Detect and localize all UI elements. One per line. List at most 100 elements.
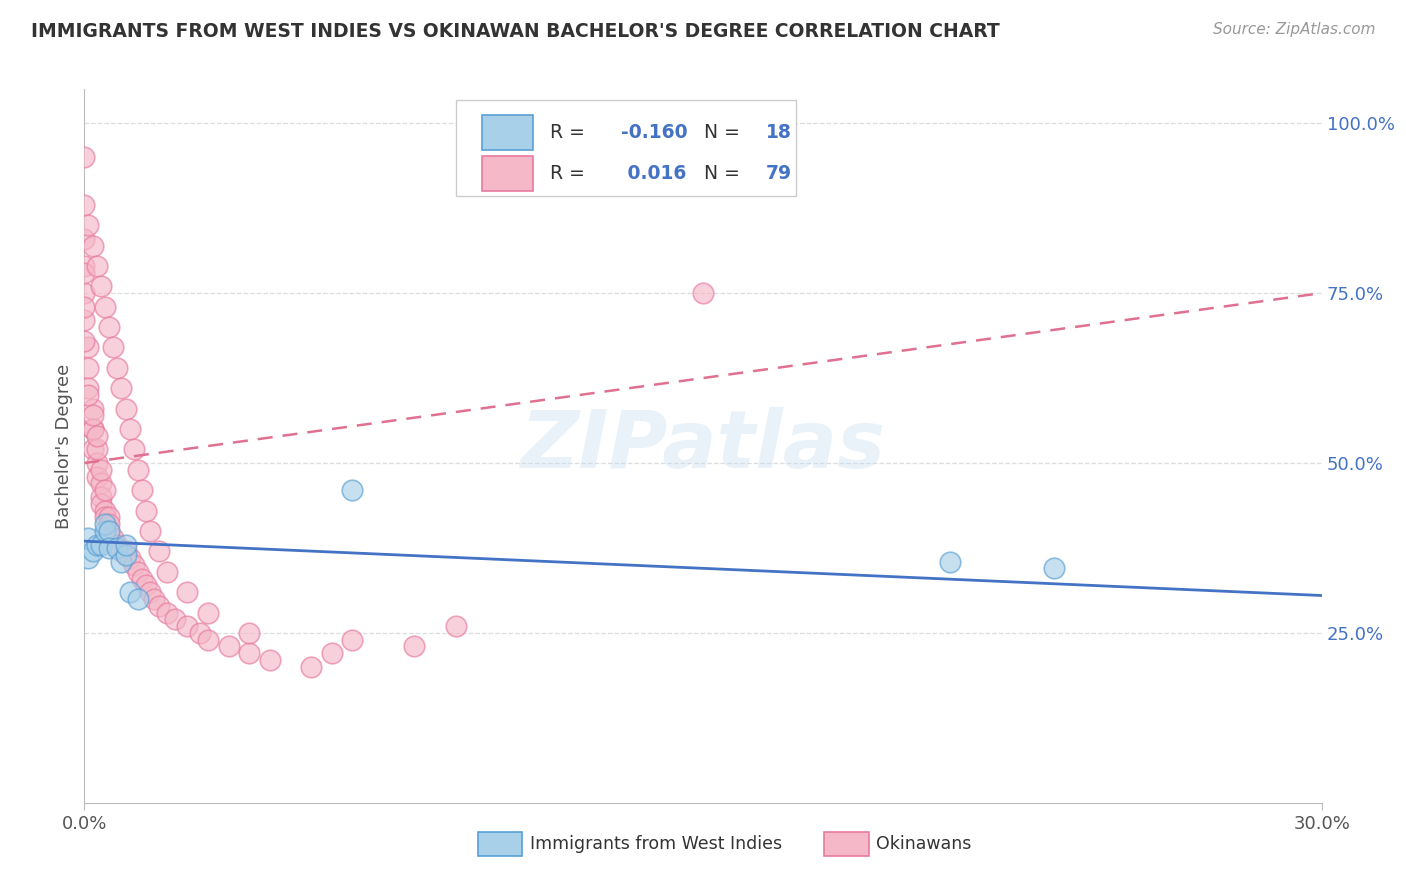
Point [692, 286, 714, 301]
Point [114, 544, 136, 558]
Point [342, 632, 364, 647]
Text: Immigrants from West Indies: Immigrants from West Indies [530, 835, 782, 853]
Point [86, 537, 108, 551]
Point [127, 591, 149, 606]
Point [1042, 561, 1064, 575]
Point [156, 606, 179, 620]
Point [73, 286, 96, 301]
Text: -0.160: -0.160 [621, 123, 688, 143]
Point [77, 218, 100, 232]
Point [176, 619, 198, 633]
Text: R =: R = [550, 123, 591, 143]
Point [90, 279, 112, 293]
Point [94, 510, 117, 524]
Point [197, 632, 219, 647]
Point [82, 422, 104, 436]
Point [90, 476, 112, 491]
Point [131, 483, 153, 498]
Point [321, 646, 343, 660]
Point [82, 422, 104, 436]
Text: 0.016: 0.016 [621, 163, 686, 183]
Point [139, 524, 162, 538]
Point [118, 422, 141, 436]
Point [110, 544, 132, 558]
FancyBboxPatch shape [481, 155, 533, 191]
Point [73, 334, 96, 348]
Text: IMMIGRANTS FROM WEST INDIES VS OKINAWAN BACHELOR'S DEGREE CORRELATION CHART: IMMIGRANTS FROM WEST INDIES VS OKINAWAN … [31, 22, 1000, 41]
Point [122, 558, 145, 572]
Point [135, 503, 157, 517]
Point [131, 572, 153, 586]
Point [118, 551, 141, 566]
Text: Source: ZipAtlas.com: Source: ZipAtlas.com [1212, 22, 1375, 37]
Point [110, 555, 132, 569]
Point [114, 401, 136, 416]
Point [103, 341, 125, 355]
Text: R =: R = [550, 163, 591, 183]
Point [73, 232, 96, 246]
Point [156, 565, 179, 579]
Point [176, 585, 198, 599]
Point [118, 585, 141, 599]
Point [82, 442, 104, 457]
Text: N =: N = [692, 163, 745, 183]
Point [82, 401, 104, 416]
Point [77, 551, 100, 566]
Point [77, 381, 100, 395]
Point [86, 469, 108, 483]
Point [404, 640, 426, 654]
Point [103, 531, 125, 545]
Y-axis label: Bachelor's Degree: Bachelor's Degree [55, 363, 73, 529]
Point [82, 238, 104, 252]
FancyBboxPatch shape [481, 115, 533, 151]
Point [165, 612, 187, 626]
Point [188, 626, 211, 640]
Text: Okinawans: Okinawans [876, 835, 972, 853]
Point [90, 490, 112, 504]
Point [218, 640, 240, 654]
Point [82, 409, 104, 423]
Point [94, 300, 117, 314]
Point [86, 456, 108, 470]
Point [127, 565, 149, 579]
Point [98, 524, 121, 538]
Point [73, 150, 96, 164]
Point [114, 548, 136, 562]
Point [135, 578, 157, 592]
Point [73, 259, 96, 273]
Point [148, 599, 170, 613]
Text: N =: N = [692, 123, 745, 143]
Point [143, 591, 166, 606]
Point [127, 463, 149, 477]
Point [105, 360, 128, 375]
Point [98, 517, 121, 532]
Point [77, 341, 100, 355]
Point [86, 259, 108, 273]
Point [197, 606, 219, 620]
Point [77, 360, 100, 375]
Point [73, 313, 96, 327]
Point [259, 653, 281, 667]
Point [105, 541, 128, 555]
Point [114, 537, 136, 551]
Point [90, 497, 112, 511]
Point [94, 483, 117, 498]
Point [299, 660, 322, 674]
Point [73, 266, 96, 280]
Point [98, 541, 121, 555]
Point [98, 510, 121, 524]
Text: 79: 79 [766, 163, 792, 183]
Point [98, 320, 121, 334]
Point [77, 531, 100, 545]
Point [94, 524, 117, 538]
Point [105, 537, 128, 551]
Point [90, 463, 112, 477]
Point [73, 300, 96, 314]
Point [94, 503, 117, 517]
Text: ZIPatlas: ZIPatlas [520, 407, 886, 485]
Point [90, 537, 112, 551]
Point [342, 483, 364, 498]
Text: 18: 18 [766, 123, 792, 143]
Point [939, 555, 962, 569]
Point [77, 388, 100, 402]
